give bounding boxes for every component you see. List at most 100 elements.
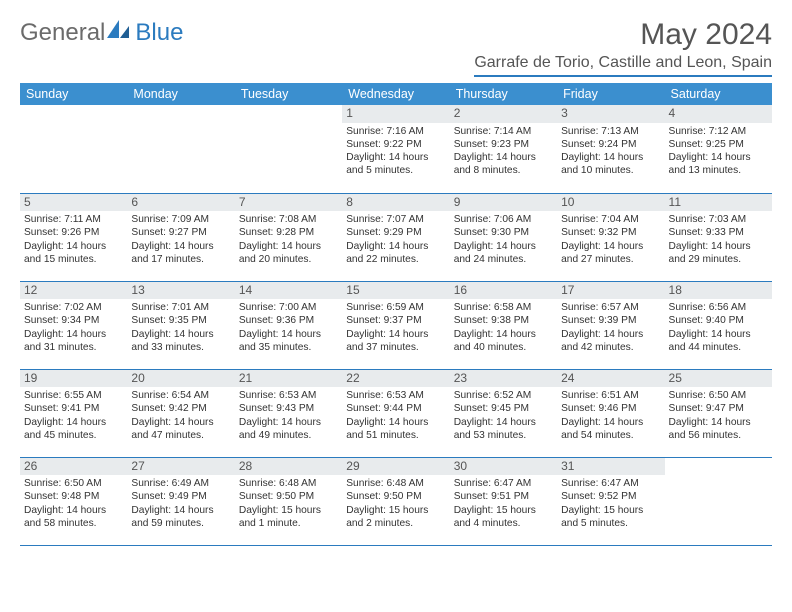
calendar-cell: 19Sunrise: 6:55 AMSunset: 9:41 PMDayligh… <box>20 369 127 457</box>
calendar-row: 12Sunrise: 7:02 AMSunset: 9:34 PMDayligh… <box>20 281 772 369</box>
day-number: 7 <box>235 194 342 212</box>
calendar-cell <box>665 457 772 545</box>
day-details: Sunrise: 7:03 AMSunset: 9:33 PMDaylight:… <box>669 213 768 266</box>
day-details: Sunrise: 6:58 AMSunset: 9:38 PMDaylight:… <box>454 301 553 354</box>
calendar-cell: 23Sunrise: 6:52 AMSunset: 9:45 PMDayligh… <box>450 369 557 457</box>
day-number: 31 <box>557 458 664 476</box>
calendar-cell: 30Sunrise: 6:47 AMSunset: 9:51 PMDayligh… <box>450 457 557 545</box>
day-number: 29 <box>342 458 449 476</box>
day-number: 1 <box>342 105 449 123</box>
day-number: 18 <box>665 282 772 300</box>
day-details: Sunrise: 7:06 AMSunset: 9:30 PMDaylight:… <box>454 213 553 266</box>
calendar-cell: 1 Sunrise: 7:16 AMSunset: 9:22 PMDaylight… <box>342 105 449 193</box>
day-number: 3 <box>557 105 664 123</box>
day-details: Sunrise: 6:47 AMSunset: 9:52 PMDaylight:… <box>561 477 660 530</box>
day-number: 15 <box>342 282 449 300</box>
day-details: Sunrise: 6:50 AMSunset: 9:48 PMDaylight:… <box>24 477 123 530</box>
day-number: 20 <box>127 370 234 388</box>
day-number: 24 <box>557 370 664 388</box>
day-number: 16 <box>450 282 557 300</box>
calendar-cell: 29Sunrise: 6:48 AMSunset: 9:50 PMDayligh… <box>342 457 449 545</box>
calendar-row: 5Sunrise: 7:11 AMSunset: 9:26 PMDaylight… <box>20 193 772 281</box>
weekday-header: Friday <box>557 83 664 105</box>
day-details: Sunrise: 7:08 AMSunset: 9:28 PMDaylight:… <box>239 213 338 266</box>
calendar-cell: 28Sunrise: 6:48 AMSunset: 9:50 PMDayligh… <box>235 457 342 545</box>
calendar-cell: 31Sunrise: 6:47 AMSunset: 9:52 PMDayligh… <box>557 457 664 545</box>
calendar-cell: 5Sunrise: 7:11 AMSunset: 9:26 PMDaylight… <box>20 193 127 281</box>
day-number: 30 <box>450 458 557 476</box>
brand-text-2: Blue <box>135 22 183 44</box>
day-number: 14 <box>235 282 342 300</box>
calendar-cell: 24Sunrise: 6:51 AMSunset: 9:46 PMDayligh… <box>557 369 664 457</box>
day-details: Sunrise: 7:07 AMSunset: 9:29 PMDaylight:… <box>346 213 445 266</box>
calendar-cell: 3 Sunrise: 7:13 AMSunset: 9:24 PMDaylight… <box>557 105 664 193</box>
calendar-cell: 8Sunrise: 7:07 AMSunset: 9:29 PMDaylight… <box>342 193 449 281</box>
brand-text-1: General <box>20 19 105 47</box>
day-number: 12 <box>20 282 127 300</box>
calendar-cell: 22Sunrise: 6:53 AMSunset: 9:44 PMDayligh… <box>342 369 449 457</box>
day-details: Sunrise: 7:01 AMSunset: 9:35 PMDaylight:… <box>131 301 230 354</box>
day-details: Sunrise: 6:48 AMSunset: 9:50 PMDaylight:… <box>346 477 445 530</box>
day-number: 21 <box>235 370 342 388</box>
day-details: Sunrise: 7:13 AMSunset: 9:24 PMDaylight:… <box>561 125 660 178</box>
day-details: Sunrise: 7:00 AMSunset: 9:36 PMDaylight:… <box>239 301 338 354</box>
calendar-cell: 15Sunrise: 6:59 AMSunset: 9:37 PMDayligh… <box>342 281 449 369</box>
day-number: 8 <box>342 194 449 212</box>
day-number: 22 <box>342 370 449 388</box>
calendar-table: Sunday Monday Tuesday Wednesday Thursday… <box>20 83 772 546</box>
day-number: 2 <box>450 105 557 123</box>
calendar-cell: 9Sunrise: 7:06 AMSunset: 9:30 PMDaylight… <box>450 193 557 281</box>
calendar-row: 19Sunrise: 6:55 AMSunset: 9:41 PMDayligh… <box>20 369 772 457</box>
weekday-header: Tuesday <box>235 83 342 105</box>
calendar-cell: 12Sunrise: 7:02 AMSunset: 9:34 PMDayligh… <box>20 281 127 369</box>
day-number: 6 <box>127 194 234 212</box>
calendar-cell: 7Sunrise: 7:08 AMSunset: 9:28 PMDaylight… <box>235 193 342 281</box>
day-details: Sunrise: 7:02 AMSunset: 9:34 PMDaylight:… <box>24 301 123 354</box>
calendar-cell: 16Sunrise: 6:58 AMSunset: 9:38 PMDayligh… <box>450 281 557 369</box>
day-details: Sunrise: 6:57 AMSunset: 9:39 PMDaylight:… <box>561 301 660 354</box>
day-number: 25 <box>665 370 772 388</box>
calendar-cell: 27Sunrise: 6:49 AMSunset: 9:49 PMDayligh… <box>127 457 234 545</box>
day-number: 17 <box>557 282 664 300</box>
calendar-cell: 21Sunrise: 6:53 AMSunset: 9:43 PMDayligh… <box>235 369 342 457</box>
day-details: Sunrise: 7:12 AMSunset: 9:25 PMDaylight:… <box>669 125 768 178</box>
calendar-row: 26Sunrise: 6:50 AMSunset: 9:48 PMDayligh… <box>20 457 772 545</box>
day-details: Sunrise: 6:47 AMSunset: 9:51 PMDaylight:… <box>454 477 553 530</box>
day-details: Sunrise: 6:49 AMSunset: 9:49 PMDaylight:… <box>131 477 230 530</box>
month-title: May 2024 <box>474 18 772 52</box>
day-details: Sunrise: 6:53 AMSunset: 9:43 PMDaylight:… <box>239 389 338 442</box>
sail-icon <box>105 18 131 47</box>
calendar-cell <box>127 105 234 193</box>
day-number: 4 <box>665 105 772 123</box>
calendar-cell: 18Sunrise: 6:56 AMSunset: 9:40 PMDayligh… <box>665 281 772 369</box>
brand-logo: General Blue <box>20 18 183 47</box>
day-details: Sunrise: 6:56 AMSunset: 9:40 PMDaylight:… <box>669 301 768 354</box>
title-block: May 2024 Garrafe de Torio, Castille and … <box>474 18 772 77</box>
calendar-cell: 20Sunrise: 6:54 AMSunset: 9:42 PMDayligh… <box>127 369 234 457</box>
day-number: 28 <box>235 458 342 476</box>
calendar-cell: 11Sunrise: 7:03 AMSunset: 9:33 PMDayligh… <box>665 193 772 281</box>
day-details: Sunrise: 6:54 AMSunset: 9:42 PMDaylight:… <box>131 389 230 442</box>
calendar-cell: 25Sunrise: 6:50 AMSunset: 9:47 PMDayligh… <box>665 369 772 457</box>
day-details: Sunrise: 7:14 AMSunset: 9:23 PMDaylight:… <box>454 125 553 178</box>
calendar-cell: 6Sunrise: 7:09 AMSunset: 9:27 PMDaylight… <box>127 193 234 281</box>
calendar-cell: 2 Sunrise: 7:14 AMSunset: 9:23 PMDaylight… <box>450 105 557 193</box>
day-number: 5 <box>20 194 127 212</box>
day-number: 19 <box>20 370 127 388</box>
day-details: Sunrise: 6:50 AMSunset: 9:47 PMDaylight:… <box>669 389 768 442</box>
day-details: Sunrise: 7:11 AMSunset: 9:26 PMDaylight:… <box>24 213 123 266</box>
weekday-header-row: Sunday Monday Tuesday Wednesday Thursday… <box>20 83 772 105</box>
day-details: Sunrise: 7:16 AMSunset: 9:22 PMDaylight:… <box>346 125 445 178</box>
day-details: Sunrise: 6:52 AMSunset: 9:45 PMDaylight:… <box>454 389 553 442</box>
calendar-row: 1 Sunrise: 7:16 AMSunset: 9:22 PMDaylight… <box>20 105 772 193</box>
calendar-cell: 13Sunrise: 7:01 AMSunset: 9:35 PMDayligh… <box>127 281 234 369</box>
calendar-cell: 4 Sunrise: 7:12 AMSunset: 9:25 PMDaylight… <box>665 105 772 193</box>
day-details: Sunrise: 7:04 AMSunset: 9:32 PMDaylight:… <box>561 213 660 266</box>
calendar-cell: 14Sunrise: 7:00 AMSunset: 9:36 PMDayligh… <box>235 281 342 369</box>
day-details: Sunrise: 6:53 AMSunset: 9:44 PMDaylight:… <box>346 389 445 442</box>
day-details: Sunrise: 6:55 AMSunset: 9:41 PMDaylight:… <box>24 389 123 442</box>
day-number: 23 <box>450 370 557 388</box>
weekday-header: Saturday <box>665 83 772 105</box>
weekday-header: Thursday <box>450 83 557 105</box>
calendar-cell: 17Sunrise: 6:57 AMSunset: 9:39 PMDayligh… <box>557 281 664 369</box>
